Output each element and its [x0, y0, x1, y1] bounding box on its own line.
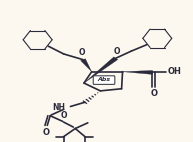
- Text: NH: NH: [53, 103, 66, 112]
- Polygon shape: [123, 70, 152, 74]
- FancyBboxPatch shape: [93, 76, 115, 84]
- Text: OH: OH: [168, 67, 182, 76]
- Text: O: O: [43, 128, 50, 137]
- Text: O: O: [60, 111, 67, 120]
- Polygon shape: [81, 59, 92, 72]
- Text: O: O: [79, 48, 85, 57]
- Polygon shape: [84, 57, 118, 83]
- Text: Abs: Abs: [97, 77, 111, 82]
- Text: O: O: [150, 89, 157, 98]
- Text: O: O: [113, 47, 120, 56]
